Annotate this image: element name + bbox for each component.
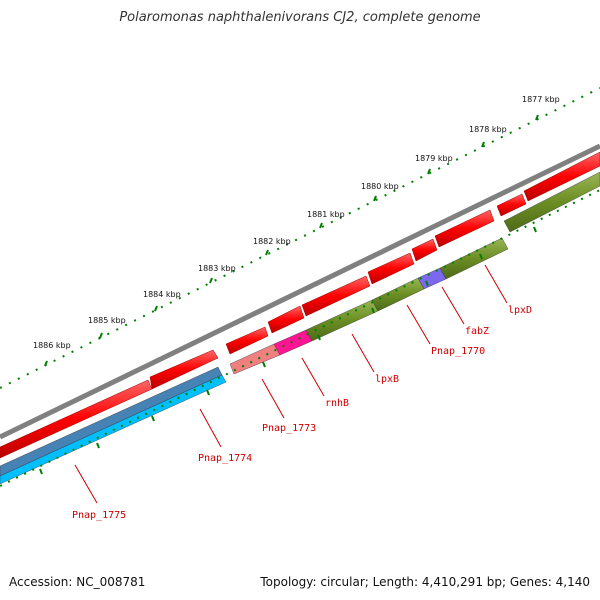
leader-fabZ: [441, 286, 465, 325]
gene-forward-4: [267, 305, 305, 334]
leader-pnap-1774: [199, 408, 222, 448]
gene-label-pnap-1773: Pnap_1773: [262, 423, 316, 434]
gene-label-rnhB: rnhB: [325, 398, 349, 409]
gene-label-lpxD: lpxD: [508, 305, 532, 316]
gene-pnap-1770-block: [371, 277, 425, 312]
leader-lpxD: [484, 264, 508, 304]
topology-text: Topology: circular; Length: 4,410,291 bp…: [260, 575, 590, 589]
leader-rnhB: [301, 357, 325, 397]
gene-labels: lpxD fabZ Pnap_1770 lpxB rnhB Pnap_1773 …: [72, 305, 532, 521]
accession-text: Accession: NC_008781: [9, 575, 146, 589]
leader-lines: [74, 264, 508, 504]
backbone: [0, 143, 600, 440]
tick-label-1879: 1879 kbp: [415, 154, 453, 163]
leader-lpxB: [351, 333, 375, 373]
gene-forward-3: [225, 326, 269, 355]
gene-forward-8: [434, 209, 495, 248]
tick-ring-inner-majors: [39, 226, 537, 475]
gene-label-pnap-1770: Pnap_1770: [431, 346, 485, 357]
tick-label-1881: 1881 kbp: [307, 210, 345, 219]
tick-label-1880: 1880 kbp: [361, 182, 399, 191]
leader-pnap-1770: [406, 304, 431, 345]
gene-label-lpxB: lpxB: [375, 374, 399, 385]
gene-forward-5: [301, 275, 371, 317]
tick-label-1882: 1882 kbp: [253, 237, 291, 246]
gene-forward-9: [496, 193, 527, 217]
tick-label-1878: 1878 kbp: [469, 125, 507, 134]
leader-pnap-1775: [74, 464, 98, 504]
leader-pnap-1773: [261, 378, 285, 419]
gene-forward-7: [411, 238, 438, 262]
tick-label-1877: 1877 kbp: [522, 95, 560, 104]
tick-label-1886: 1886 kbp: [33, 341, 71, 350]
gene-forward-10: [523, 151, 600, 202]
gene-label-fabZ: fabZ: [465, 326, 489, 337]
tick-ring-majors: [44, 114, 539, 367]
gene-rnhB-block: [273, 329, 313, 356]
tick-ring-inner: [0, 189, 600, 487]
gene-forward-6: [367, 252, 415, 285]
tick-label-1884: 1884 kbp: [143, 290, 181, 299]
gene-label-pnap-1774: Pnap_1774: [198, 453, 252, 464]
tick-label-1885: 1885 kbp: [88, 316, 126, 325]
gene-reverse-far: [503, 171, 600, 233]
tick-labels: 1877 kbp 1878 kbp 1879 kbp 1880 kbp 1881…: [33, 95, 560, 350]
gene-label-pnap-1775: Pnap_1775: [72, 510, 126, 521]
map-title: Polaromonas naphthalenivorans CJ2, compl…: [119, 10, 481, 25]
gene-forward-2: [149, 349, 219, 390]
tick-label-1883: 1883 kbp: [198, 264, 236, 273]
reverse-strand: [0, 171, 600, 485]
gene-lpxD-block: [439, 237, 509, 280]
forward-strand: [0, 151, 600, 459]
